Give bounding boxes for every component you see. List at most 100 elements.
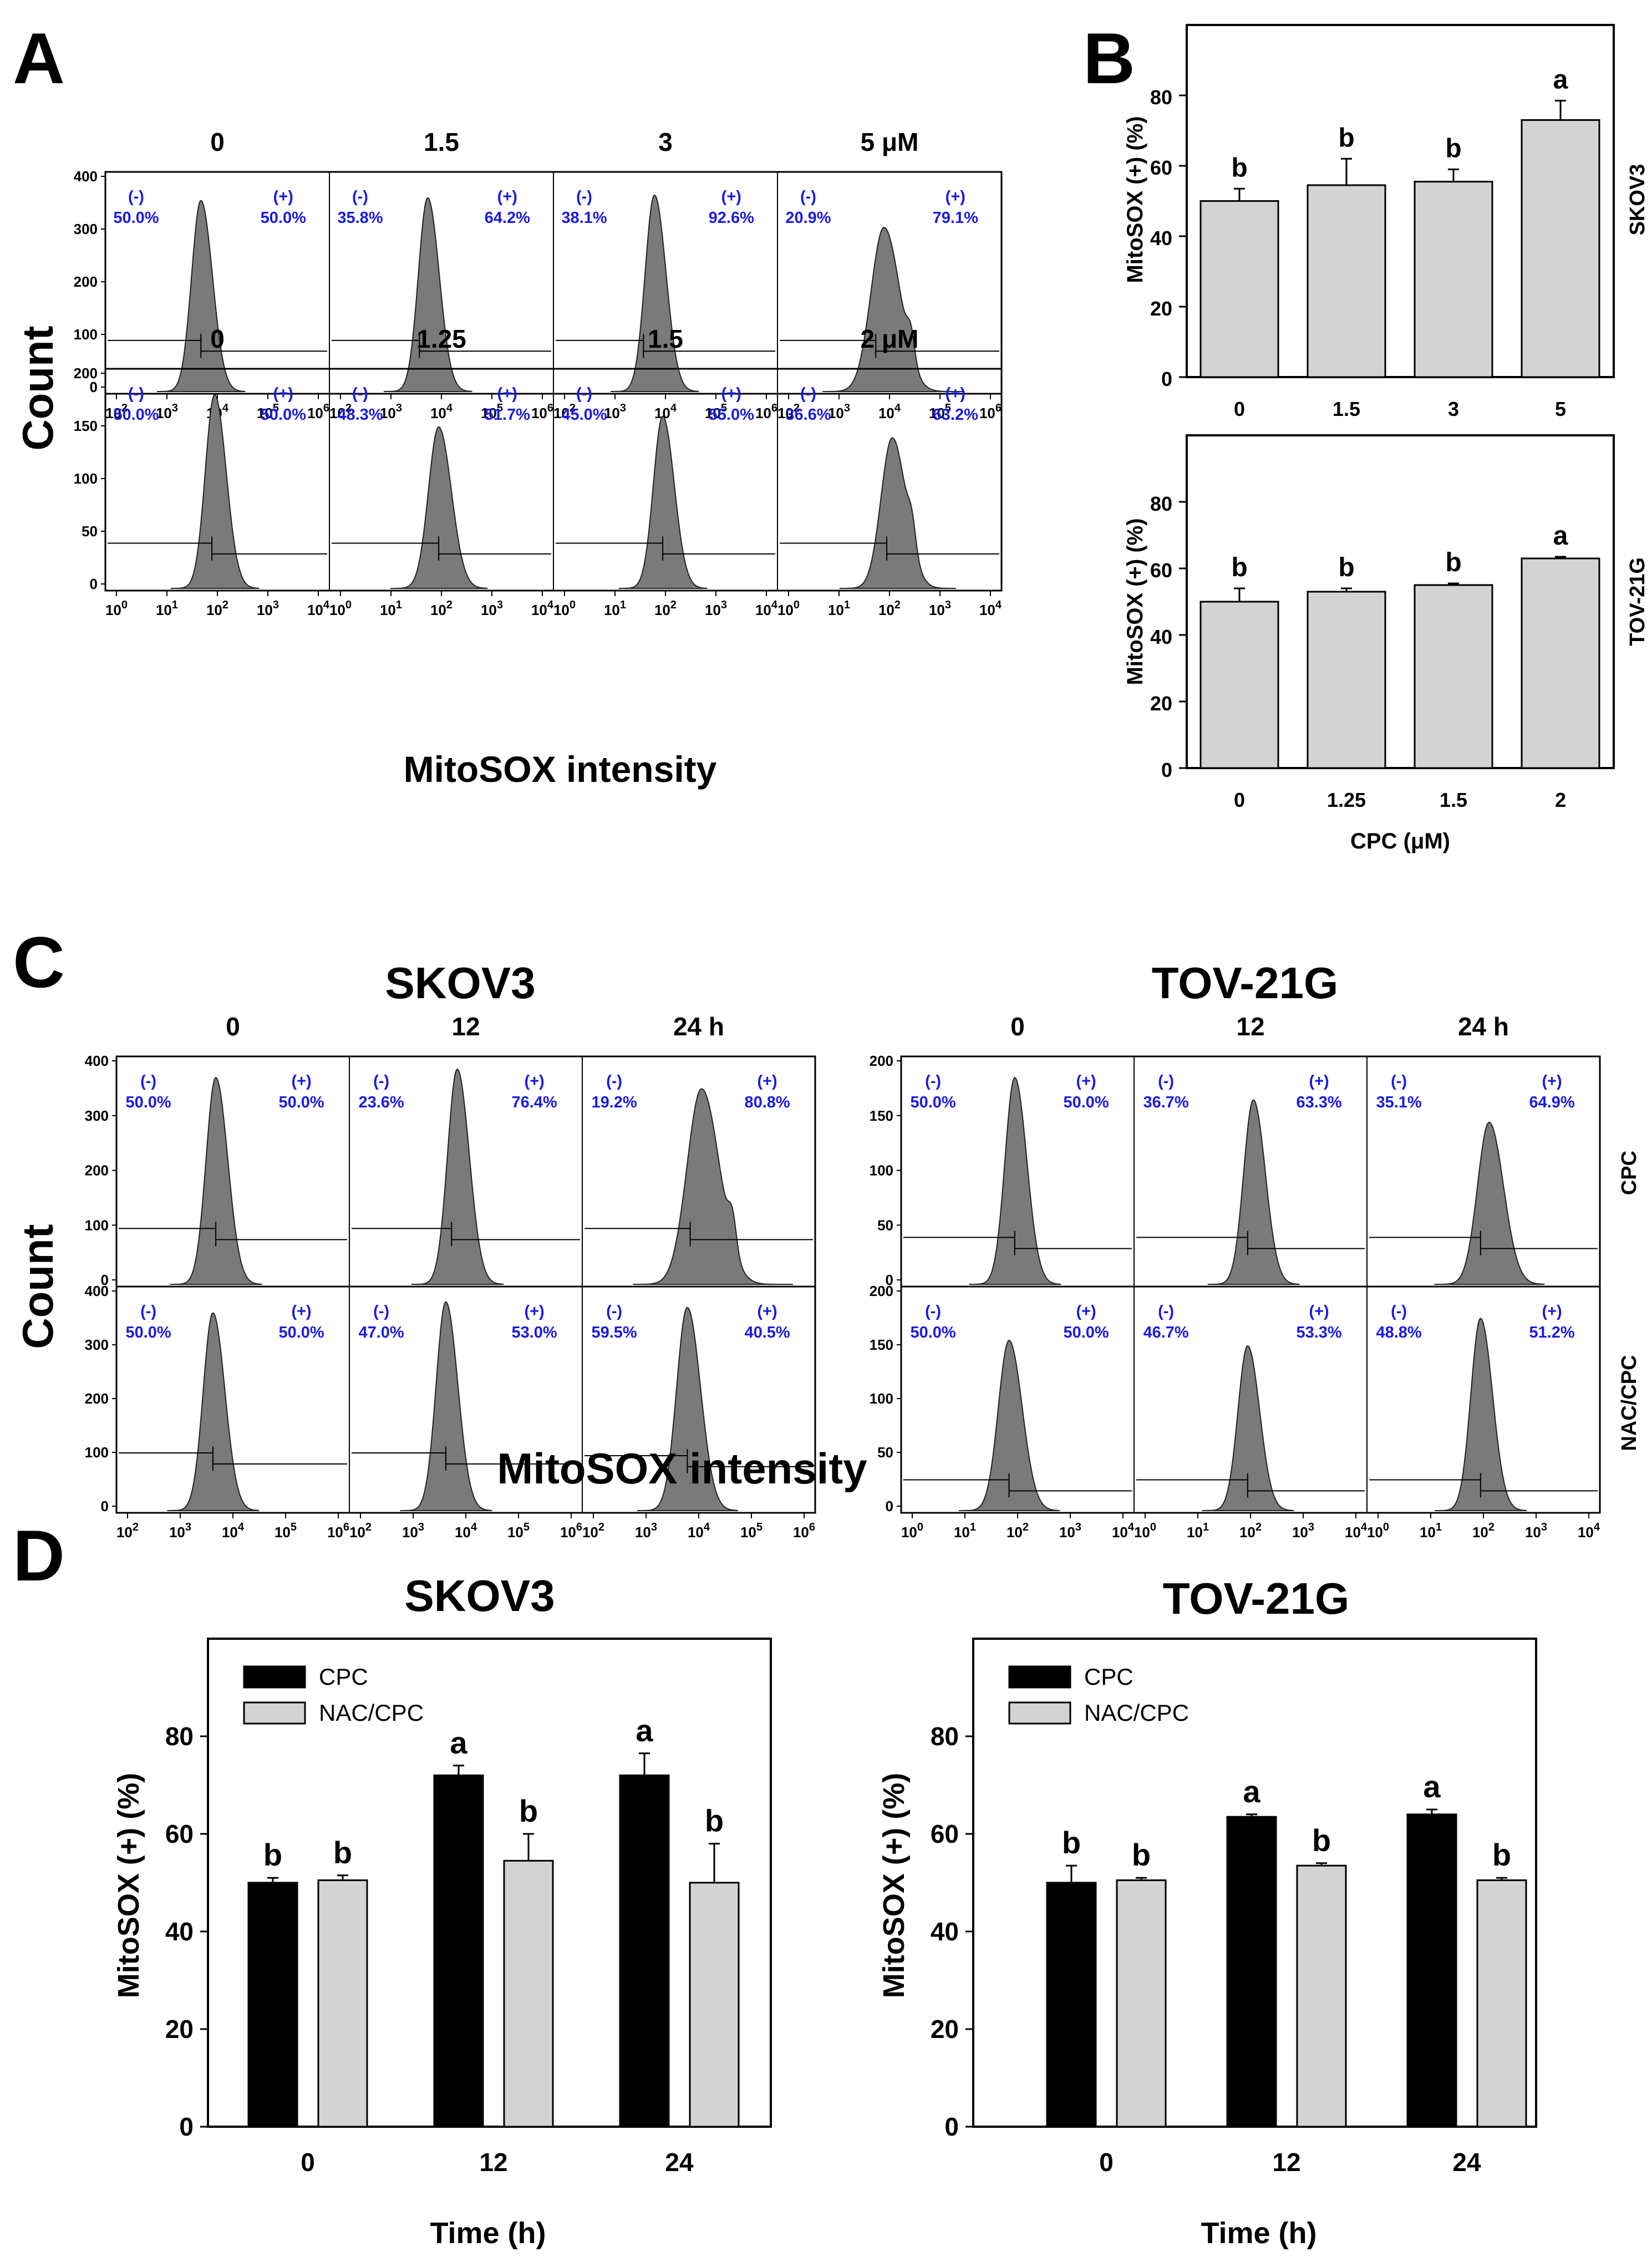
negative-gate-label: (-) <box>128 188 144 206</box>
y-tick-label: 200 <box>870 1283 893 1299</box>
x-tick-label: 106 <box>755 402 777 421</box>
positive-gate-percent: 55.0% <box>709 406 754 424</box>
tick-exponent: 4 <box>1128 1521 1135 1533</box>
tick-base: 10 <box>635 1524 651 1541</box>
tick-exponent: 3 <box>1075 1521 1081 1533</box>
negative-gate-label: (-) <box>606 1303 622 1320</box>
x-tick-label: 102 <box>654 599 677 618</box>
positive-gate-label: (+) <box>524 1072 544 1090</box>
tick-base: 10 <box>1367 1524 1383 1541</box>
negative-gate-label: (-) <box>576 188 592 206</box>
histogram-peak <box>839 437 956 589</box>
treatment-label-cpc: CPC <box>1618 1151 1641 1195</box>
negative-gate-percent: 20.9% <box>785 209 831 227</box>
tick-base: 10 <box>828 405 844 421</box>
legend-swatch-nac-cpc <box>1008 1701 1071 1725</box>
y-tick-label: 100 <box>85 1217 109 1233</box>
tick-exponent: 5 <box>291 1521 297 1533</box>
negative-gate-percent: 46.7% <box>1143 1324 1188 1341</box>
histogram-title: 0 <box>210 324 225 353</box>
significance-letter: a <box>1423 1769 1441 1804</box>
negative-gate-percent: 36.7% <box>1143 1094 1188 1111</box>
significance-letter: b <box>1445 134 1461 163</box>
bar <box>247 1882 298 2128</box>
significance-letter: a <box>1553 65 1568 95</box>
y-tick-label: 80 <box>1150 492 1172 515</box>
tick-exponent: 2 <box>894 599 901 611</box>
histogram-peak <box>384 197 472 392</box>
positive-gate-label: (+) <box>1542 1072 1562 1090</box>
negative-gate-label: (-) <box>1158 1072 1174 1090</box>
tick-base: 10 <box>954 1524 970 1541</box>
negative-gate-percent: 38.1% <box>561 209 607 227</box>
negative-gate-label: (-) <box>925 1072 941 1090</box>
y-tick-label: 0 <box>90 379 98 395</box>
chart-title-skov3: SKOV3 <box>404 1571 555 1620</box>
positive-gate-percent: 53.0% <box>511 1324 557 1341</box>
histogram-title: 0 <box>210 128 225 156</box>
chart-title-tov21g: TOV-21G <box>1163 1574 1349 1623</box>
tick-exponent: 0 <box>917 1521 923 1533</box>
y-tick-label: 200 <box>85 1390 109 1407</box>
x-tick-label: 24 <box>665 2148 694 2177</box>
x-tick-label: 100 <box>1134 1521 1156 1541</box>
significance-letter: b <box>1338 123 1354 153</box>
y-tick-label: 50 <box>82 523 98 540</box>
tick-exponent: 4 <box>704 1521 710 1533</box>
cell-line-label-skov3: SKOV3 <box>1626 164 1649 236</box>
x-tick-label: 12 <box>479 2148 507 2177</box>
negative-gate-label: (-) <box>1391 1072 1407 1090</box>
histogram-title: 0 <box>226 1012 240 1041</box>
positive-gate-label: (+) <box>946 188 965 206</box>
bar <box>433 1774 484 2128</box>
negative-gate-percent: 48.8% <box>1376 1324 1421 1341</box>
x-tick-label: 103 <box>1292 1521 1314 1541</box>
x-tick-label: 106 <box>979 402 1002 421</box>
histogram-peak <box>958 1339 1060 1511</box>
x-tick-label: 104 <box>455 1521 477 1541</box>
tick-exponent: 4 <box>995 599 1002 611</box>
negative-gate-label: (-) <box>140 1303 156 1320</box>
positive-gate-label: (+) <box>1309 1303 1329 1320</box>
x-tick-label: 106 <box>560 1521 582 1541</box>
y-tick-label: 60 <box>165 1819 194 1848</box>
y-tick-label: 50 <box>877 1444 893 1461</box>
x-tick-label: 103 <box>929 599 951 618</box>
tick-exponent: 5 <box>756 1521 763 1533</box>
x-tick-label: 105 <box>507 1521 530 1541</box>
tick-exponent: 0 <box>345 599 352 611</box>
x-tick-label: 104 <box>878 402 901 421</box>
negative-gate-percent: 50.0% <box>113 209 159 227</box>
y-tick-label: 150 <box>74 418 98 434</box>
positive-gate-label: (+) <box>1309 1072 1329 1090</box>
x-tick-label: 103 <box>705 599 727 618</box>
positive-gate-percent: 53.3% <box>1296 1324 1341 1341</box>
tick-base: 10 <box>206 602 222 618</box>
bar <box>1307 184 1386 378</box>
positive-gate-label: (+) <box>757 1303 777 1320</box>
tick-exponent: 3 <box>1541 1521 1547 1533</box>
y-tick-label: 60 <box>1150 559 1172 582</box>
x-tick-label: 104 <box>654 402 677 421</box>
positive-gate-percent: 40.5% <box>744 1324 790 1341</box>
x-tick-label: 102 <box>116 1521 139 1541</box>
x-tick-label: 1.5 <box>1333 398 1360 420</box>
x-tick-label: 101 <box>1187 1521 1209 1541</box>
x-tick-label: 100 <box>1367 1521 1389 1541</box>
bar <box>1406 1813 1457 2128</box>
tick-base: 10 <box>979 602 995 618</box>
positive-gate-label: (+) <box>524 1303 544 1320</box>
tick-exponent: 2 <box>1255 1521 1262 1533</box>
y-tick-label: 200 <box>74 365 98 382</box>
y-tick-label: 80 <box>165 1722 194 1751</box>
x-tick-label: 5 <box>1555 398 1566 420</box>
x-tick-label: 103 <box>604 402 626 421</box>
tick-exponent: 4 <box>471 1521 477 1533</box>
tick-base: 10 <box>793 1524 809 1541</box>
histogram-title: 24 h <box>1458 1012 1509 1041</box>
panel-letter-c: C <box>13 922 65 1003</box>
tick-base: 10 <box>755 602 771 618</box>
tick-base: 10 <box>878 602 894 618</box>
tick-base: 10 <box>654 602 670 618</box>
tick-exponent: 5 <box>945 402 951 414</box>
